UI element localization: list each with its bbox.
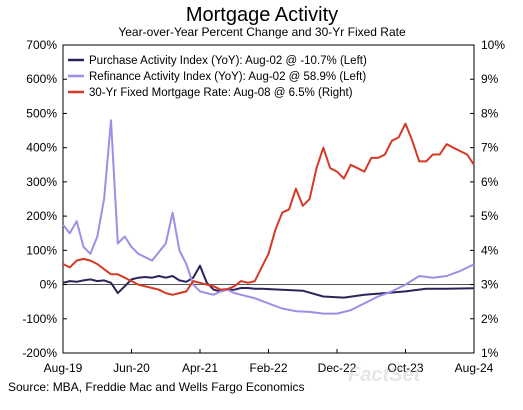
legend-entry: 30-Yr Fixed Mortgage Rate: Aug-08 @ 6.5%… [89,87,353,99]
plot-area: -200% -100% 0% 100% 200% 300% 400% 500% 600% 700%… [22,38,505,375]
legend: Purchase Activity Index (YoY): Aug-02 @ … [68,55,367,99]
left-axis-tick-label: 200% [26,209,57,223]
right-axis-tick-label: 8% [481,106,499,120]
right-axis-tick-label: 1% [481,346,499,360]
left-axis-tick-label: 400% [26,141,57,155]
right-axis-tick-label: 4% [481,243,499,257]
x-axis-tick-label: Feb-22 [249,361,287,375]
legend-entry: Refinance Activity Index (YoY): Aug-02 @… [89,71,366,83]
left-axis-tick-label: 0% [40,278,58,292]
left-axis-tick-label: 300% [26,175,57,189]
left-axis-tick-label: 500% [26,106,57,120]
x-axis-tick-label: Aug-19 [44,361,83,375]
chart-subtitle: Year-over-Year Percent Change and 30-Yr … [118,25,406,39]
right-axis-tick-label: 6% [481,175,499,189]
right-axis-tick-label: 5% [481,209,499,223]
right-axis-tick-label: 7% [481,141,499,155]
x-axis-tick-label: Oct-23 [387,361,423,375]
right-axis-tick-label: 2% [481,312,499,326]
right-axis-tick-label: 3% [481,278,499,292]
x-axis-tick-label: Jun-20 [113,361,150,375]
series-line-3 [62,122,475,296]
left-axis-tick-label: 100% [26,243,57,257]
left-axis-tick-label: -200% [22,346,57,360]
x-axis-tick-label: Dec-22 [318,361,357,375]
left-axis-tick-label: 700% [26,38,57,52]
series-line-1 [62,264,475,299]
chart-title: Mortgage Activity [186,4,338,26]
x-axis-tick-label: Aug-24 [455,361,494,375]
left-axis-tick-label: 600% [26,72,57,86]
right-axis-tick-label: 10% [481,38,505,52]
legend-entry: Purchase Activity Index (YoY): Aug-02 @ … [89,55,367,67]
watermark: FactSet [348,364,422,386]
series-line-2 [62,119,475,315]
x-axis-tick-label: Apr-21 [182,361,218,375]
source-note: Source: MBA, Freddie Mac and Wells Fargo… [8,380,305,394]
right-axis-tick-label: 9% [481,72,499,86]
left-axis-tick-label: -100% [22,312,57,326]
